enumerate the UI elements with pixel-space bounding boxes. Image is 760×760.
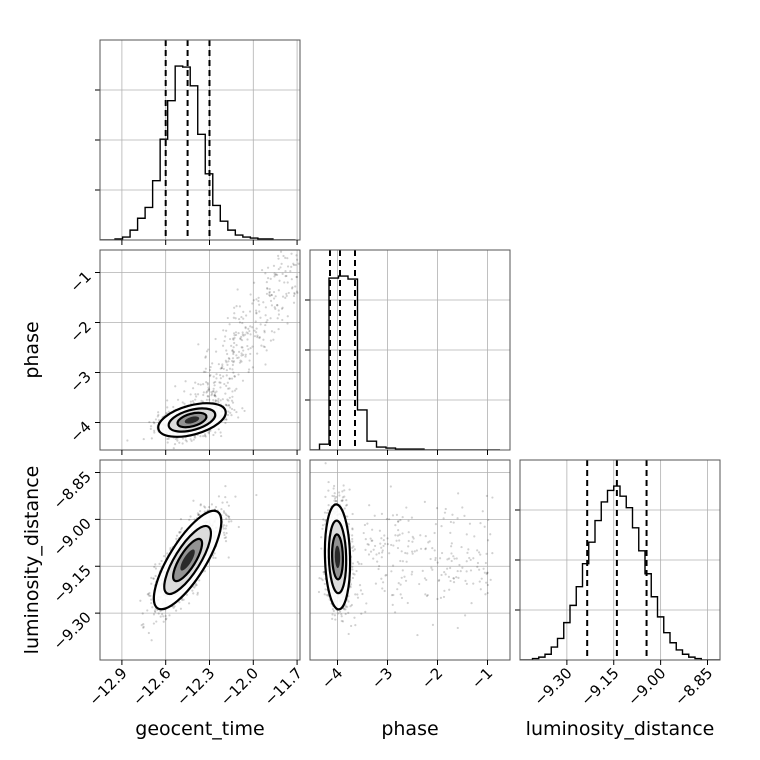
xtick-label: −12.0 <box>217 664 262 709</box>
xtick-label: −9.15 <box>577 664 622 709</box>
ylabel-phase: phase <box>21 321 43 378</box>
xtick-label: −12.9 <box>85 664 130 709</box>
scatter-panel-phase-vs-luminosity_distance <box>309 459 511 661</box>
hist-panel-phase <box>305 249 511 451</box>
ytick-label: −4 <box>66 418 94 446</box>
xtick-label: −2 <box>418 664 446 692</box>
contour-level-3 <box>180 549 195 571</box>
histogram-phase <box>310 275 500 450</box>
hist-panel-luminosity_distance <box>515 459 721 661</box>
xtick-label: −9.00 <box>624 664 669 709</box>
xlabel-phase: phase <box>381 718 438 740</box>
scatter-panel-geocent_time-vs-phase <box>99 249 301 451</box>
hist-panel-geocent_time <box>95 39 301 241</box>
ytick-label: −1 <box>66 268 94 296</box>
ytick-label: −9.30 <box>50 608 95 653</box>
ytick-label: −8.85 <box>50 468 95 513</box>
ytick-label: −2 <box>66 318 94 346</box>
histogram-geocent_time <box>100 65 296 240</box>
xlabel-geocent_time: geocent_time <box>135 718 264 740</box>
xlabel-luminosity_distance: luminosity_distance <box>526 718 715 740</box>
ylabel-luminosity_distance: luminosity_distance <box>21 466 43 655</box>
histogram-luminosity_distance <box>520 485 720 660</box>
xtick-label: −8.85 <box>671 664 716 709</box>
ytick-label: −9.00 <box>50 514 95 559</box>
contour-level-3 <box>184 416 200 424</box>
contour-level-3 <box>334 545 341 569</box>
ytick-label: −9.15 <box>50 561 95 606</box>
xtick-label: −4 <box>318 664 346 692</box>
ytick-label: −3 <box>66 368 94 396</box>
xtick-label: −12.6 <box>129 664 174 709</box>
xtick-label: −11.7 <box>261 664 306 709</box>
scatter-panel-geocent_time-vs-luminosity_distance <box>99 459 301 661</box>
xtick-label: −1 <box>468 664 496 692</box>
xtick-label: −3 <box>368 664 396 692</box>
xtick-label: −9.30 <box>530 664 575 709</box>
xtick-label: −12.3 <box>173 664 218 709</box>
